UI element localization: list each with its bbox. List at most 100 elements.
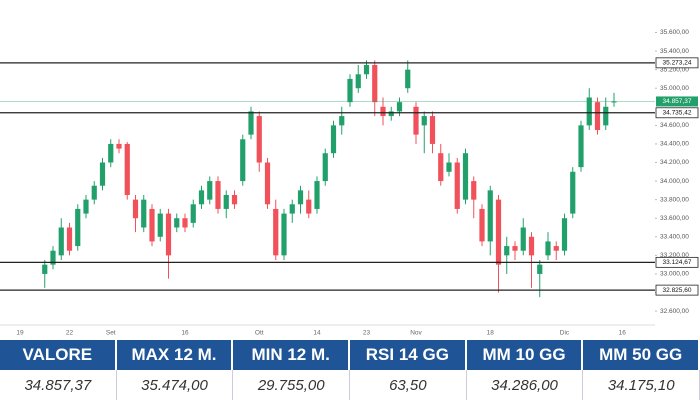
candle-body [380, 106, 386, 117]
candle-body [157, 213, 163, 237]
candle-body [207, 181, 213, 200]
y-tick-label: 35.400,00 [660, 48, 689, 55]
candle-body [578, 125, 584, 168]
candle-body [190, 204, 196, 223]
x-tick-label: Nov [410, 330, 422, 337]
candle-body [75, 208, 81, 247]
candle-body [363, 65, 370, 75]
level-box [655, 284, 699, 296]
candle-body [611, 101, 617, 103]
candle-body [149, 208, 155, 242]
candle-body [124, 143, 130, 195]
x-tick-label: 16 [619, 330, 627, 337]
candle-body [553, 246, 559, 251]
candle-body [413, 106, 419, 135]
candle-body [504, 246, 510, 256]
candle-body [528, 236, 535, 256]
candle-body [50, 250, 56, 265]
candle-body [479, 208, 485, 242]
candle-body [116, 143, 122, 149]
candle-body [512, 246, 518, 251]
candle-body [132, 199, 139, 219]
level-label: 32.825,60 [663, 287, 692, 294]
last-price-label: 34.857,37 [663, 98, 692, 105]
candle-body [462, 153, 469, 200]
candle-body [454, 162, 460, 209]
candle-body [248, 111, 254, 135]
last-price-box [656, 96, 698, 107]
level-box [655, 256, 699, 268]
chart: 32.600,0032.800,0033.000,0033.200,0033.4… [0, 29, 699, 337]
value-cell: 63,50 [350, 370, 467, 400]
y-tick-label: 33.600,00 [660, 215, 689, 222]
candle-body [314, 181, 320, 209]
candle-body [165, 213, 172, 256]
level-label: 34.735,42 [663, 110, 692, 117]
header-cell: MM 50 GG [583, 340, 700, 370]
candle-body [487, 190, 493, 242]
x-tick-label: 16 [181, 330, 189, 337]
candle-body [388, 111, 394, 117]
x-tick-label: 22 [66, 330, 74, 337]
candle-body [339, 116, 345, 126]
candle-body [429, 116, 436, 144]
candle-body [256, 116, 262, 163]
value-cell: 34.175,10 [583, 370, 700, 400]
y-tick-label: 34.200,00 [660, 159, 689, 166]
candle-body [141, 199, 147, 228]
candle-body [537, 264, 543, 274]
y-tick-label: 35.000,00 [660, 85, 689, 92]
candle-body [215, 181, 221, 209]
candle-body [223, 195, 229, 209]
stats-table: VALORE MAX 12 M. MIN 12 M. RSI 14 GG MM 10 G… [0, 340, 700, 400]
y-tick-label: 35.200,00 [660, 66, 689, 73]
candle-body [66, 227, 73, 251]
candle-body [421, 116, 427, 126]
candle-body [520, 227, 526, 251]
candle-body [182, 218, 188, 228]
level-label: 33.124,67 [663, 259, 692, 266]
value-cell: 35.474,00 [117, 370, 234, 400]
x-tick-label: 23 [363, 330, 371, 337]
candle-body [99, 162, 106, 186]
candle-body [446, 162, 452, 172]
candle-body [495, 199, 502, 265]
level-box [655, 57, 699, 69]
candle-body [372, 65, 378, 103]
x-tick-label: 14 [313, 330, 321, 337]
candle-body [240, 139, 246, 182]
candle-body [570, 171, 576, 214]
candle-body [594, 102, 601, 130]
candle-body [231, 195, 238, 205]
table-header: VALORE MAX 12 M. MIN 12 M. RSI 14 GG MM 10 G… [0, 340, 700, 370]
value-cell: 34.857,37 [0, 370, 117, 400]
header-cell: VALORE [0, 340, 117, 370]
candle-body [83, 199, 89, 214]
candle-body [174, 218, 180, 228]
candle-body [561, 218, 568, 251]
candle-body [355, 74, 361, 89]
y-tick-label: 33.200,00 [660, 252, 689, 259]
candle-body [297, 190, 304, 205]
x-tick-label: 18 [487, 330, 495, 337]
y-tick-label: 33.000,00 [660, 271, 689, 278]
candle-body [42, 264, 48, 274]
candle-body [273, 208, 279, 256]
header-cell: RSI 14 GG [350, 340, 467, 370]
header-cell: MIN 12 M. [233, 340, 351, 370]
candle-body [198, 190, 205, 205]
candle-body [289, 204, 295, 214]
level-label: 35.273,24 [663, 60, 692, 67]
candle-body [405, 69, 411, 89]
value-cell: 29.755,00 [233, 370, 351, 400]
x-tick-label: 19 [16, 330, 24, 337]
candle-body [396, 102, 403, 112]
candle-body [306, 199, 312, 214]
x-tick-label: Dic [560, 330, 570, 337]
y-tick-label: 34.400,00 [660, 141, 689, 148]
y-tick-label: 33.400,00 [660, 234, 689, 241]
y-tick-label: 34.000,00 [660, 178, 689, 185]
candle-body [330, 125, 337, 154]
level-box [655, 107, 699, 119]
